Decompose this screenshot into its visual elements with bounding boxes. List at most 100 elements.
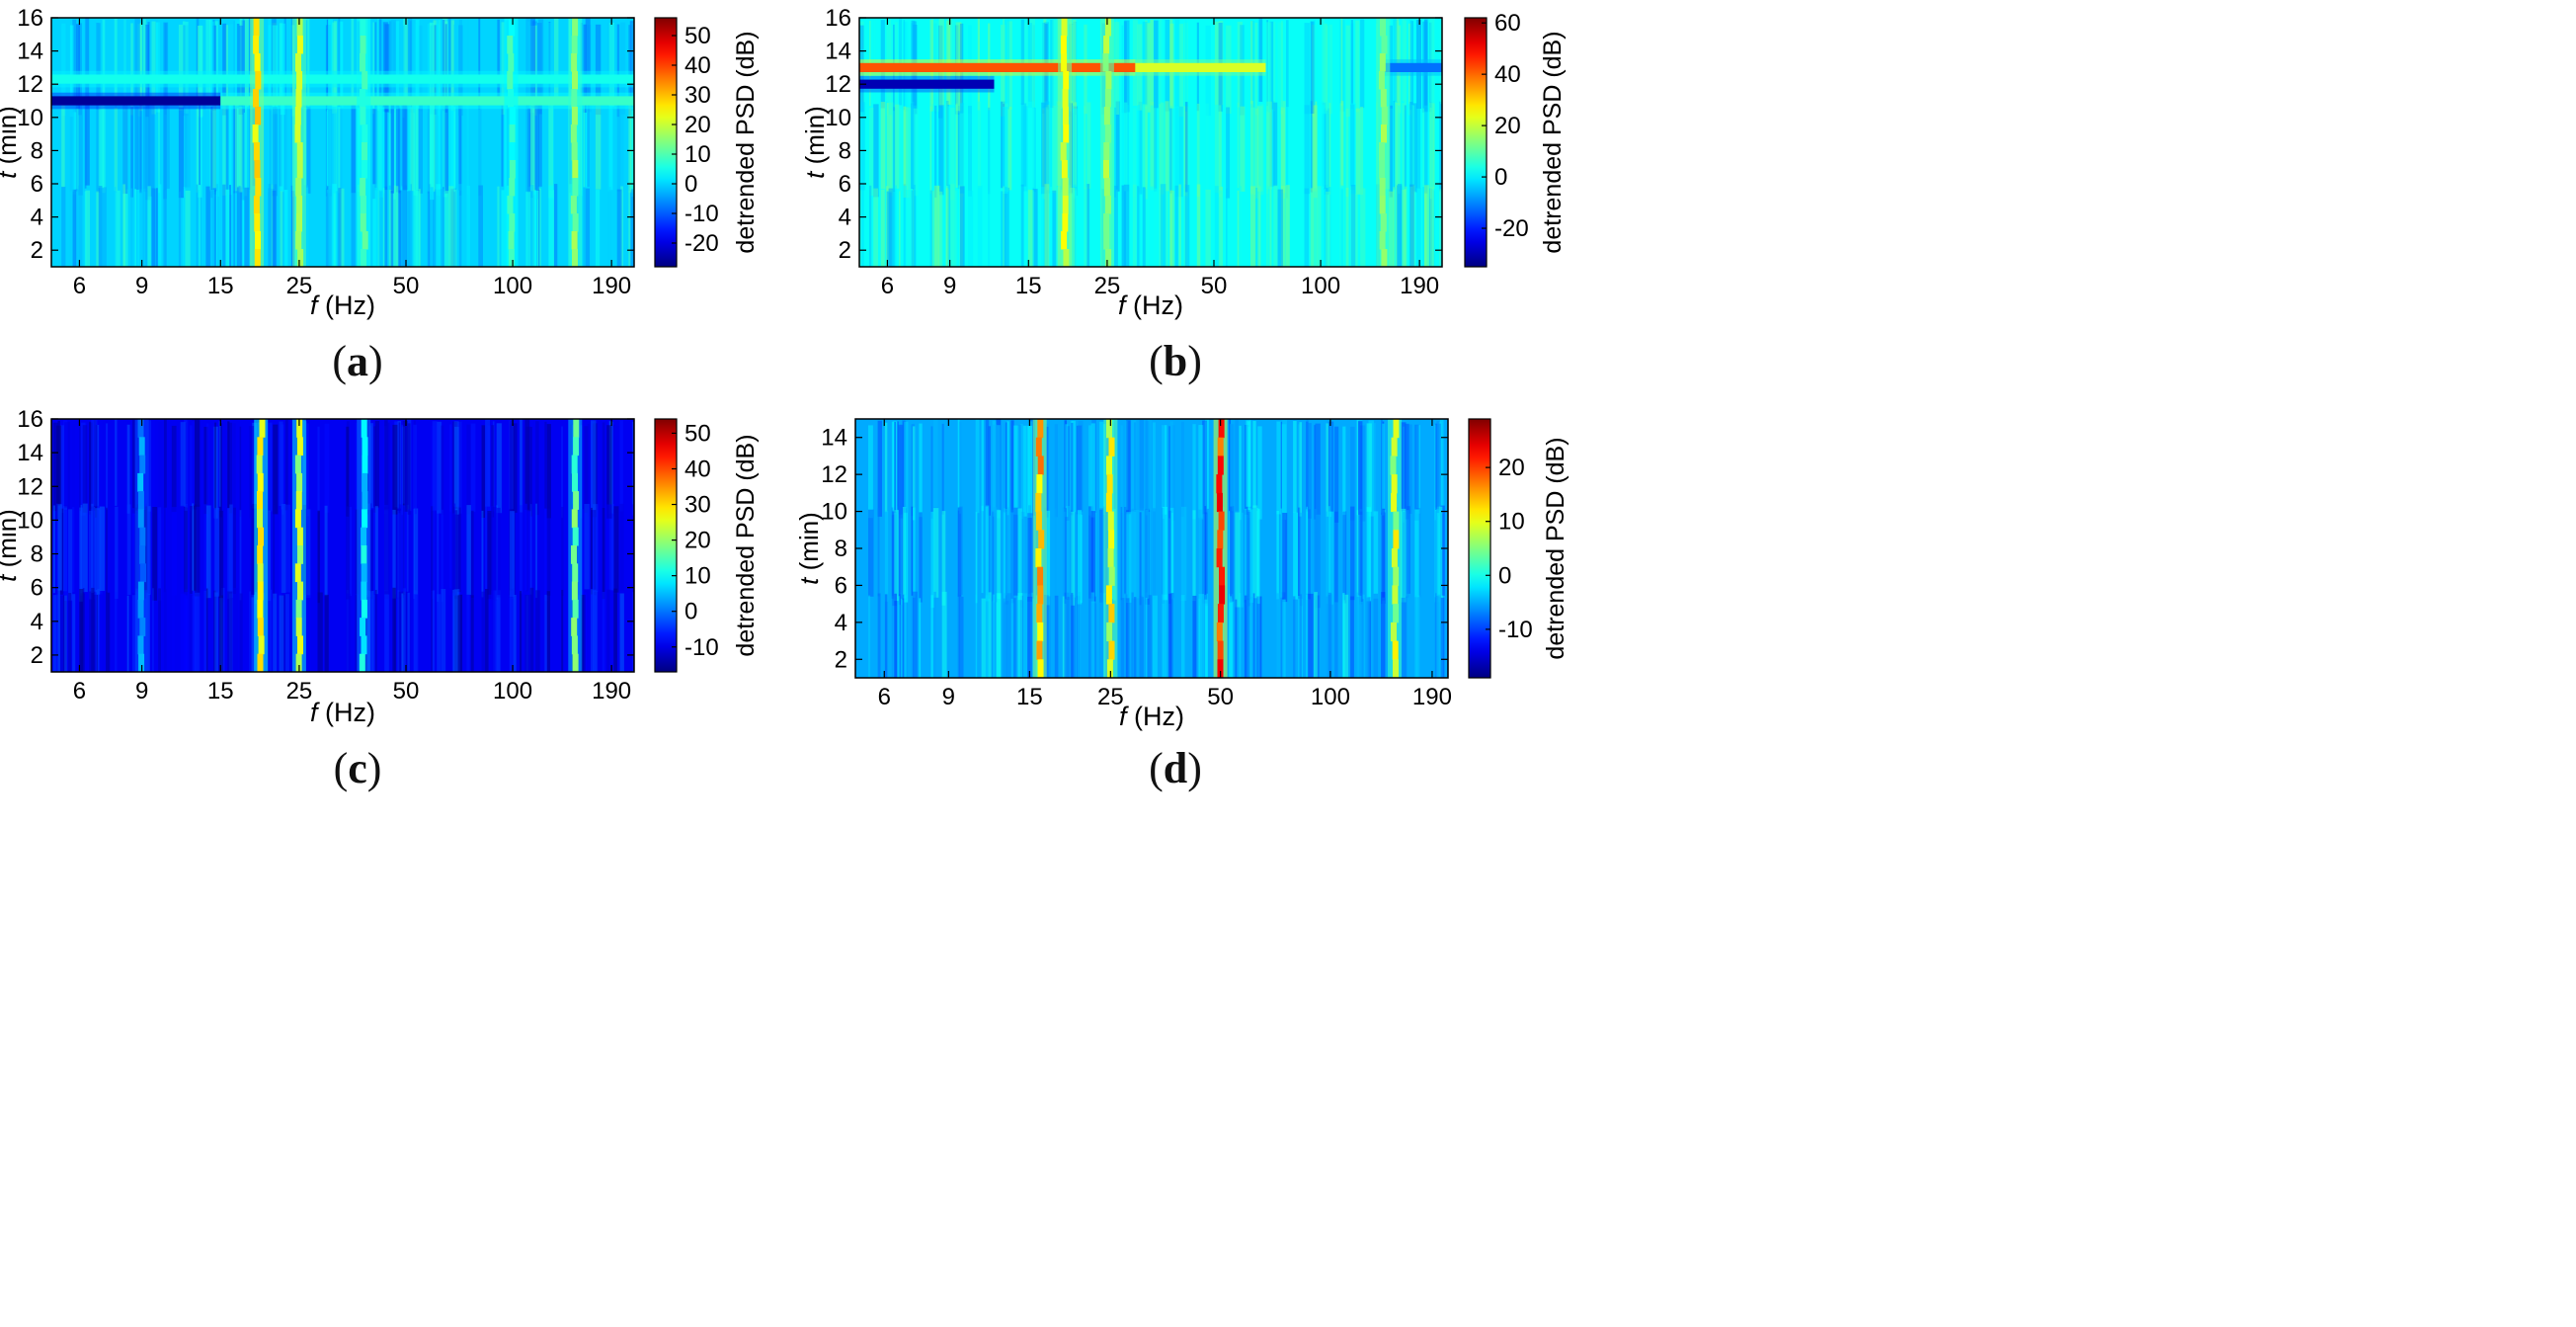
heatmap-texture [1269, 21, 1274, 110]
spectral-line [257, 563, 264, 583]
heatmap-texture [509, 420, 513, 511]
spectral-line [1381, 249, 1388, 267]
heatmap-texture [431, 506, 434, 592]
heatmap-texture [491, 590, 495, 672]
heatmap-texture [1388, 105, 1393, 198]
heatmap-texture [913, 426, 916, 521]
heatmap-texture [1276, 511, 1279, 600]
spectral-line [295, 178, 302, 197]
spectral-line [1391, 437, 1398, 456]
x-tick-label: 6 [73, 273, 86, 299]
heatmap-texture [466, 105, 469, 195]
heatmap-texture [406, 18, 413, 108]
heatmap-texture [374, 590, 377, 672]
heatmap-texture [280, 23, 285, 116]
heatmap-texture [947, 184, 951, 267]
spectral-line [1217, 604, 1224, 623]
x-tick-label: 100 [493, 678, 532, 705]
y-tick-label: 14 [825, 39, 851, 65]
heatmap-texture [1077, 425, 1083, 515]
heatmap-texture [76, 101, 78, 191]
heatmap-texture [932, 508, 939, 598]
heatmap-texture [950, 107, 955, 201]
heatmap-texture [214, 21, 218, 107]
time-band [51, 96, 221, 106]
heatmap-texture [1005, 422, 1007, 509]
heatmap-texture [1050, 103, 1052, 187]
heatmap-texture [580, 594, 586, 672]
colorbar-tick-label: 0 [684, 171, 697, 198]
heatmap-texture [214, 507, 220, 597]
heatmap-texture [481, 425, 486, 518]
heatmap-texture [1246, 598, 1249, 678]
spectral-line [257, 472, 264, 492]
heatmap-texture [233, 588, 239, 672]
heatmap-texture [1146, 184, 1150, 267]
heatmap-texture [233, 423, 236, 515]
heatmap-texture [1286, 20, 1289, 108]
spectral-line [1038, 530, 1045, 549]
heatmap-texture [374, 506, 378, 595]
heatmap-texture [1003, 107, 1008, 194]
spectral-line [139, 545, 146, 564]
heatmap-texture [192, 595, 196, 672]
heatmap-texture [894, 185, 897, 267]
y-tick-label: 16 [825, 5, 851, 32]
spectral-line [295, 618, 302, 636]
heatmap-texture [93, 507, 96, 600]
heatmap-texture [227, 421, 230, 508]
heatmap-texture [957, 185, 961, 267]
heatmap-texture [449, 505, 451, 596]
heatmap-texture [249, 426, 255, 519]
heatmap-texture [449, 424, 451, 512]
heatmap-texture [1350, 506, 1355, 601]
heatmap-texture [931, 191, 934, 267]
x-tick-label: 15 [207, 273, 234, 299]
heatmap-texture [229, 185, 231, 267]
heatmap-texture [115, 592, 118, 672]
heatmap-texture [1237, 102, 1240, 189]
spectral-line [1105, 492, 1112, 513]
heatmap-texture [535, 590, 540, 672]
spectral-line [1105, 71, 1112, 90]
heatmap-texture [537, 103, 542, 187]
heatmap-texture [218, 595, 223, 672]
heatmap-texture [228, 504, 233, 599]
heatmap-texture [1314, 509, 1318, 600]
heatmap-texture [444, 191, 449, 267]
heatmap-texture [1139, 420, 1144, 511]
heatmap-texture [415, 104, 419, 191]
heatmap-texture [396, 105, 400, 193]
heatmap-texture [210, 21, 214, 111]
heatmap-texture [458, 101, 462, 191]
heatmap-texture [1027, 596, 1033, 678]
heatmap-texture [180, 505, 185, 593]
heatmap-texture [1382, 508, 1386, 601]
colorbar-tick-label: 40 [1494, 61, 1521, 88]
colorbar-tick-label: 20 [1498, 455, 1525, 481]
heatmap-texture [1248, 596, 1254, 678]
spectral-line [1217, 659, 1224, 678]
heatmap-texture [355, 595, 358, 672]
heatmap-texture [1065, 424, 1069, 518]
spectral-line [296, 419, 303, 438]
heatmap-texture [613, 506, 619, 593]
heatmap-texture [131, 420, 138, 514]
heatmap-texture [501, 22, 505, 115]
spectral-line [572, 213, 579, 232]
spectral-line [572, 653, 579, 672]
heatmap-texture [373, 594, 375, 672]
heatmap-texture [877, 420, 882, 517]
panel-a-axes-frame [50, 17, 635, 268]
heatmap-texture [1027, 101, 1032, 188]
heatmap-texture [57, 504, 62, 591]
heatmap-texture [1010, 420, 1014, 513]
heatmap-texture [1169, 108, 1172, 194]
heatmap-texture [91, 419, 97, 507]
heatmap-texture [975, 512, 978, 604]
spectral-line [257, 509, 263, 529]
spectral-line [360, 89, 365, 108]
panel-c-xlabel: f (Hz) [310, 698, 375, 727]
heatmap-texture [975, 594, 978, 678]
